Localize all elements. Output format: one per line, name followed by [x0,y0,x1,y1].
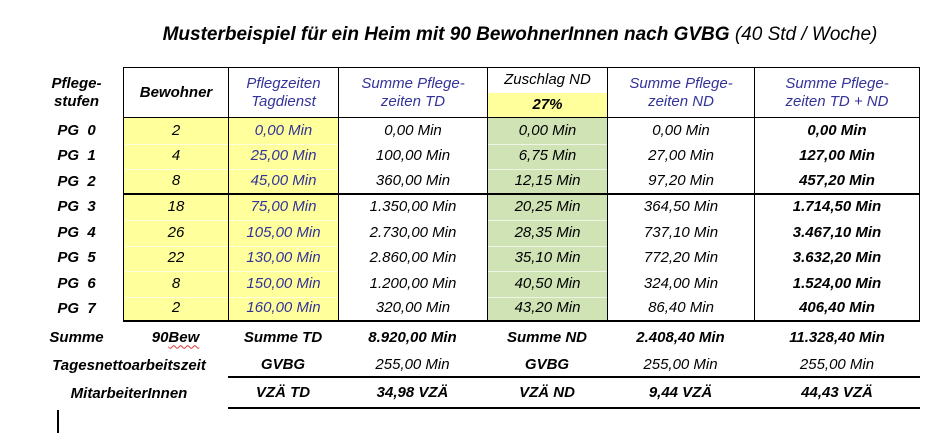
cell-zuschlag-nd: 28,35 Min [487,220,607,246]
vza-nd-value: 9,44 VZÄ [607,378,754,409]
cell-summe-td: 360,00 Min [338,169,487,195]
cell-summe-td-nd: 1.714,50 Min [754,194,920,220]
cell-summe-td: 1.200,00 Min [338,271,487,297]
cell-summe-nd: 86,40 Min [607,296,754,322]
summe-nd-value: 2.408,40 Min [636,328,725,346]
zuschlag-nd-label: Zuschlag ND [504,71,591,89]
title-main: Musterbeispiel für ein Heim mit 90 Bewoh… [162,24,730,45]
column-header-summe-nd: Summe Pflege- zeiten ND [607,67,754,118]
summe-td-value: 8.920,00 Min [368,328,457,346]
mitarbeiter-label: MitarbeiterInnen [70,385,188,402]
row-label-pg: PG 3 [57,198,96,216]
cell-summe-nd: 364,50 Min [607,194,754,220]
cell-summe-td-nd: 1.524,00 Min [754,271,920,297]
cell-summe-td-nd: 406,40 Min [754,296,920,322]
cell-pflegezeiten-td: 160,00 Min [228,296,338,322]
cell-bewohner: 2 [123,118,228,144]
cell-pflegezeiten-td: 25,00 Min [228,143,338,169]
cell-summe-td: 100,00 Min [338,143,487,169]
vza-td-value: 34,98 VZÄ [338,378,487,409]
summe-total-value: 11.328,40 Min [789,328,885,346]
spellcheck-word: Bew [168,328,200,346]
cell-summe-td: 2.730,00 Min [338,220,487,246]
cell-summe-nd: 772,20 Min [607,245,754,271]
tagesnetto-nd-value: 255,00 Min [607,352,754,378]
summe-td-label: Summe TD [243,328,323,346]
cell-summe-td: 1.350,00 Min [338,194,487,220]
row-label-pg: PG 5 [57,249,96,267]
summe-bewohner-total: 90 Bew [151,328,200,346]
cell-pflegezeiten-td: 150,00 Min [228,271,338,297]
cell-summe-td-nd: 0,00 Min [754,118,920,144]
document-title: Musterbeispiel für ein Heim mit 90 Bewoh… [104,24,928,46]
cell-zuschlag-nd: 35,10 Min [487,245,607,271]
cell-bewohner: 4 [123,143,228,169]
column-header-pflegestufen: Pflege- stufen [51,74,102,110]
cell-summe-td: 0,00 Min [338,118,487,144]
column-header-pflegezeiten-tagdienst: Pflegzeiten Tagdienst [228,67,338,118]
cell-summe-td-nd: 127,00 Min [754,143,920,169]
tagesnetto-total-value: 255,00 Min [754,352,920,378]
care-levels-table: Pflege- stufen Bewohner Pflegzeiten Tagd… [30,67,920,322]
tagesnetto-label: Tagesnettoarbeitszeit [52,356,206,374]
cell-pflegezeiten-td: 45,00 Min [228,169,338,195]
column-header-summe-td: Summe Pflege- zeiten TD [338,67,487,118]
row-label-pg: PG 0 [57,121,96,139]
cell-bewohner: 22 [123,245,228,271]
row-label-pg: PG 7 [57,300,96,318]
text-caret [57,410,59,433]
cell-summe-nd: 97,20 Min [607,169,754,195]
cell-zuschlag-nd: 12,15 Min [487,169,607,195]
cell-bewohner: 2 [123,296,228,322]
cell-zuschlag-nd: 0,00 Min [487,118,607,144]
cell-zuschlag-nd: 20,25 Min [487,194,607,220]
vza-td-label: VZÄ TD [228,378,338,409]
row-label-pg: PG 4 [57,223,96,241]
vza-nd-label: VZÄ ND [487,378,607,409]
cell-summe-td: 320,00 Min [338,296,487,322]
tagesnetto-td-value: 255,00 Min [338,352,487,378]
cell-summe-nd: 737,10 Min [607,220,754,246]
row-label-pg: PG 1 [57,147,96,165]
cell-bewohner: 26 [123,220,228,246]
tagesnetto-td-label: GVBG [228,352,338,378]
cell-pflegezeiten-td: 75,00 Min [228,194,338,220]
cell-pflegezeiten-td: 105,00 Min [228,220,338,246]
cell-summe-nd: 27,00 Min [607,143,754,169]
cell-summe-td: 2.860,00 Min [338,245,487,271]
title-suffix: (40 Std / Woche) [729,24,878,45]
cell-bewohner: 8 [123,271,228,297]
summe-nd-label: Summe ND [506,328,588,346]
cell-summe-td-nd: 3.632,20 Min [754,245,920,271]
totals-section: Summe 90 Bew Summe TD 8.920,00 Min Summe… [30,322,920,409]
row-label-pg: PG 2 [57,172,96,190]
cell-zuschlag-nd: 40,50 Min [487,271,607,297]
cell-bewohner: 18 [123,194,228,220]
cell-bewohner: 8 [123,169,228,195]
cell-zuschlag-nd: 43,20 Min [487,296,607,322]
cell-summe-td-nd: 3.467,10 Min [754,220,920,246]
cell-summe-td-nd: 457,20 Min [754,169,920,195]
cell-pflegezeiten-td: 0,00 Min [228,118,338,144]
vza-total-value: 44,43 VZÄ [754,378,920,409]
row-label-pg: PG 6 [57,274,96,292]
summe-row-label: Summe [49,328,104,346]
column-header-zuschlag-nd: Zuschlag ND 27% [487,67,607,118]
column-header-bewohner: Bewohner [123,67,228,118]
tagesnetto-nd-label: GVBG [487,352,607,378]
cell-summe-nd: 324,00 Min [607,271,754,297]
zuschlag-nd-percent: 27% [488,92,607,117]
column-header-summe-td-nd: Summe Pflege- zeiten TD + ND [754,67,920,118]
cell-zuschlag-nd: 6,75 Min [487,143,607,169]
cell-summe-nd: 0,00 Min [607,118,754,144]
cell-pflegezeiten-td: 130,00 Min [228,245,338,271]
